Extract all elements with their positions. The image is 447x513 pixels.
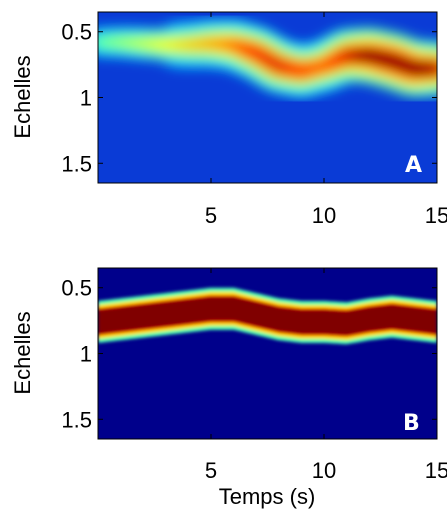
panel-b-background xyxy=(98,268,437,439)
panel-a-letter: A xyxy=(405,153,422,178)
panel-b-letter: B xyxy=(403,411,420,436)
y-tick-label: 0.5 xyxy=(61,20,92,45)
panel-a: 5 10 15 0.5 1 1.5 A Echelles xyxy=(10,11,447,228)
y-tick-label: 1.5 xyxy=(61,407,92,432)
y-tick-label: 1 xyxy=(80,86,92,111)
x-tick-label: 10 xyxy=(312,458,336,483)
ridge-band xyxy=(98,296,437,336)
panel-b-heatmap xyxy=(98,268,437,439)
panel-a-ticks: 5 10 15 0.5 1 1.5 xyxy=(61,12,447,228)
y-tick-label: 0.5 xyxy=(61,276,92,301)
panel-b-xlabel: Temps (s) xyxy=(219,484,316,509)
ridge-segment xyxy=(430,61,437,76)
x-tick-label: 15 xyxy=(425,458,447,483)
panel-a-ylabel: Echelles xyxy=(10,55,35,138)
panel-a-heatmap xyxy=(98,12,437,183)
x-tick-label: 5 xyxy=(205,203,217,228)
panel-b: 5 10 15 0.5 1 1.5 B Echelles Temps (s) xyxy=(10,267,447,509)
x-tick-label: 10 xyxy=(312,203,336,228)
y-tick-label: 1.5 xyxy=(61,151,92,176)
panel-b-ticks: 5 10 15 0.5 1 1.5 xyxy=(61,268,447,483)
y-tick-label: 1 xyxy=(80,342,92,367)
panel-a-ridge xyxy=(98,19,437,98)
panel-b-ridge xyxy=(98,287,437,345)
panel-b-ylabel: Echelles xyxy=(10,311,35,394)
x-tick-label: 15 xyxy=(425,203,447,228)
x-tick-label: 5 xyxy=(205,458,217,483)
